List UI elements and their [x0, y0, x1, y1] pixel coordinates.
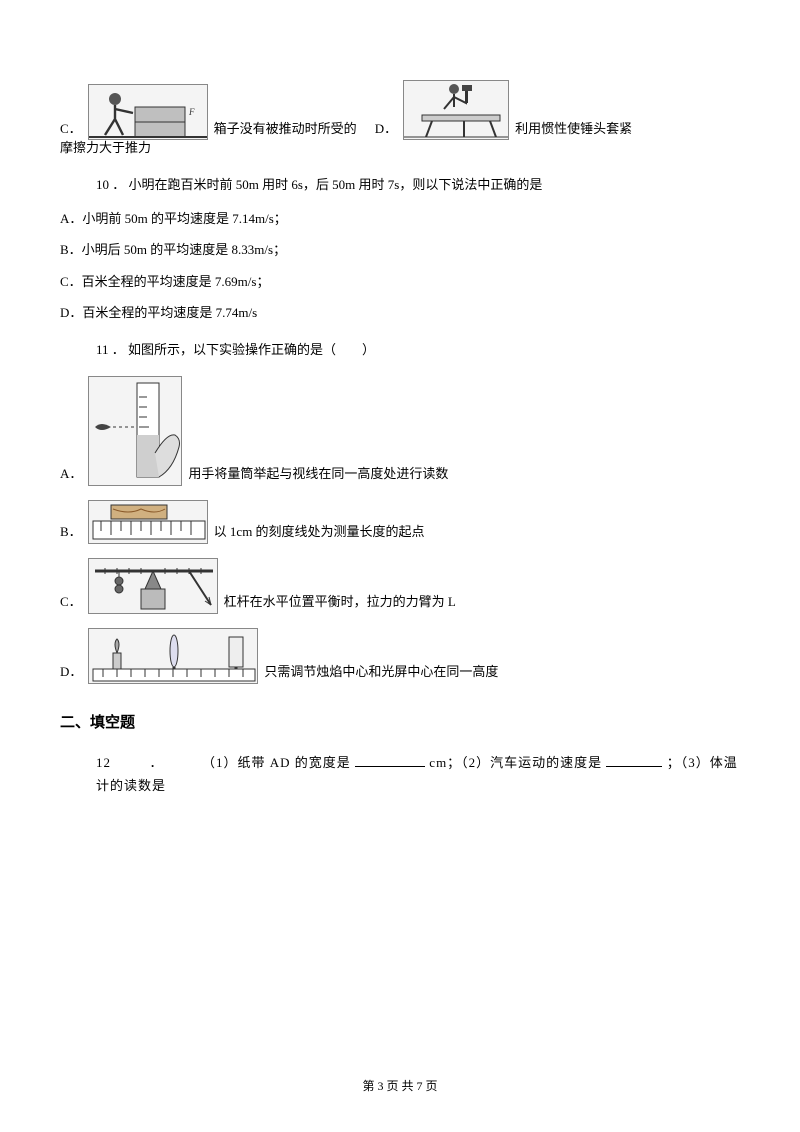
q9-option-c: C． F 箱子没有被推动时所受的	[60, 84, 357, 140]
q11-stem: 11 ． 如图所示，以下实验操作正确的是（ ）	[96, 338, 740, 361]
q11a-figure-graduated-cylinder	[88, 376, 182, 486]
q11-option-d: D． 只需调节烛焰中心和光屏中心在同一高度	[60, 628, 740, 684]
q11-option-a: A． 用手将量筒举起与视线在同一高度处进行读数	[60, 376, 740, 486]
q10-option-a: A．小明前 50m 的平均速度是 7.14m/s；	[60, 207, 740, 230]
q12-num: 12	[96, 755, 111, 770]
q9d-figure-hammer-bench	[403, 80, 509, 140]
q9c-figure-push-box: F	[88, 84, 208, 140]
blank-1[interactable]	[355, 754, 425, 767]
q11b-text: 以 1cm 的刻度线处为测量长度的起点	[214, 520, 425, 543]
q10-option-d: D．百米全程的平均速度是 7.74m/s	[60, 301, 740, 324]
q10-num: 10	[96, 177, 109, 192]
q12-p2: cm；（2）汽车运动的速度是	[429, 755, 602, 770]
q11d-label: D．	[60, 660, 82, 683]
q11d-figure-optical-bench	[88, 628, 258, 684]
q11b-figure-ruler-block	[88, 500, 208, 544]
q11-text: 如图所示，以下实验操作正确的是（ ）	[128, 342, 375, 357]
section2-title: 二、填空题	[60, 710, 740, 737]
q12-p1: （1）纸带 AD 的宽度是	[202, 755, 351, 770]
q10-stem: 10 ． 小明在跑百米时前 50m 用时 6s，后 50m 用时 7s，则以下说…	[96, 173, 740, 196]
svg-text:F: F	[188, 107, 195, 117]
page-footer: 第 3 页 共 7 页	[0, 1076, 800, 1098]
q10-option-c: C．百米全程的平均速度是 7.69m/s；	[60, 270, 740, 293]
q11c-label: C．	[60, 590, 82, 613]
q11-num: 11	[96, 342, 109, 357]
q9c-text-wrap: 箱子没有被推动时所受的	[214, 117, 357, 140]
q10-option-b: B．小明后 50m 的平均速度是 8.33m/s；	[60, 238, 740, 261]
q11c-figure-lever	[88, 558, 218, 614]
q9d-text: 利用惯性使锤头套紧	[515, 117, 632, 140]
option-label-d: D．	[375, 117, 397, 140]
q9c-text1: 箱子没有被推动时所受的	[214, 121, 357, 136]
q10-dot: ．	[112, 177, 125, 192]
q9c-text2: 摩擦力大于推力	[60, 140, 151, 155]
q9-options-row: C． F 箱子没有被推动时所受的 D．	[60, 80, 740, 140]
q9-option-d: D． 利用惯性使锤头套紧	[375, 80, 632, 140]
q11c-text: 杠杆在水平位置平衡时，拉力的力臂为 L	[224, 590, 456, 613]
q12-dot: ．	[150, 755, 164, 770]
q11a-text: 用手将量筒举起与视线在同一高度处进行读数	[188, 462, 448, 485]
q11-dot: ．	[112, 342, 125, 357]
q10-text: 小明在跑百米时前 50m 用时 6s，后 50m 用时 7s，则以下说法中正确的…	[129, 177, 543, 192]
q11a-label: A．	[60, 462, 82, 485]
q11d-text: 只需调节烛焰中心和光屏中心在同一高度	[264, 660, 498, 683]
q11b-label: B．	[60, 520, 82, 543]
q12-stem: 12 ． （1）纸带 AD 的宽度是 cm；（2）汽车运动的速度是 ；（3）体温…	[96, 751, 740, 798]
q11-option-b: B． 以 1cm 的刻度线处为测量长度的起点	[60, 500, 740, 544]
blank-2[interactable]	[606, 754, 662, 767]
q11-option-c: C． 杠杆在水平位置平衡时，拉力的力臂为 L	[60, 558, 740, 614]
